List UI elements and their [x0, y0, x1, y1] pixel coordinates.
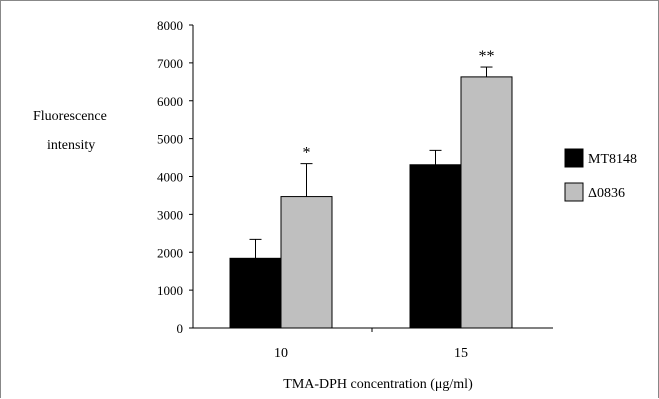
- y-tick-label: 1000: [157, 283, 183, 298]
- x-axis-label: TMA-DPH concentration (μg/ml): [283, 377, 473, 392]
- chart-bars: ***: [229, 48, 513, 329]
- y-tick-label: 3000: [157, 207, 183, 222]
- significance-marker: **: [479, 48, 495, 65]
- y-tick-label: 5000: [157, 132, 183, 147]
- bar-Δ0836-15: [460, 76, 513, 329]
- significance-marker: *: [303, 145, 311, 162]
- y-tick-label: 8000: [157, 18, 183, 33]
- y-tick-label: 2000: [157, 245, 183, 260]
- bar-MT8148-15: [409, 164, 462, 329]
- y-tick-label: 7000: [157, 56, 183, 71]
- legend-swatch: [564, 148, 584, 168]
- bar-Δ0836-10: [280, 196, 333, 329]
- y-axis-label-line-1: Fluorescence: [33, 109, 107, 124]
- bar-MT8148-10: [229, 257, 282, 329]
- legend: MT8148 Δ0836: [564, 148, 637, 202]
- legend-label: Δ0836: [588, 186, 625, 201]
- y-tick-label: 6000: [157, 94, 183, 109]
- legend-swatch: [564, 182, 584, 202]
- chart-axes: 0 1000 2000 3000 4000 5000 6000 7000 8000 10 15: [157, 18, 553, 361]
- y-axis-label-line-2: intensity: [47, 138, 95, 153]
- chart-labels: Fluorescence intensity TMA-DPH concentra…: [33, 109, 473, 392]
- x-tick-label: 15: [454, 346, 468, 361]
- legend-label: MT8148: [588, 152, 637, 167]
- y-tick-label: 0: [177, 321, 184, 336]
- y-tick-label: 4000: [157, 170, 183, 185]
- x-tick-label: 10: [274, 346, 288, 361]
